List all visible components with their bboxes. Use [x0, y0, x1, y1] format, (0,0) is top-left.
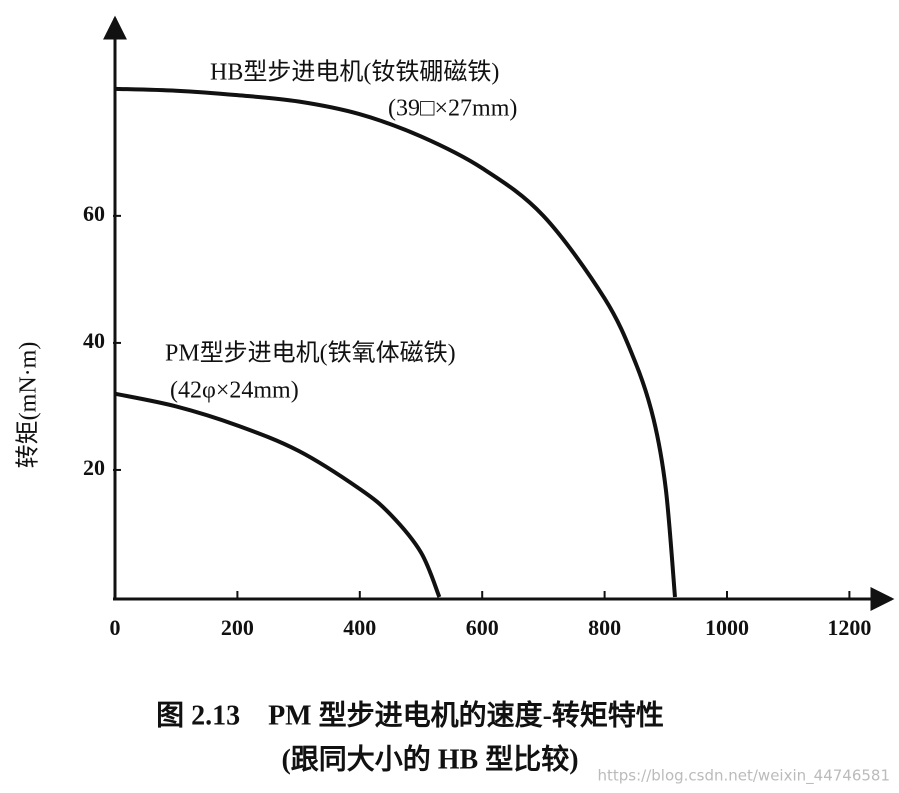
annotation: HB型步进电机(钕铁硼磁铁) [210, 59, 499, 86]
y-tick-label: 40 [83, 328, 105, 353]
series-line [114, 391, 442, 598]
x-tick-label: 1200 [827, 615, 871, 640]
y-tick-label: 60 [83, 201, 105, 226]
caption: 图 2.13 PM 型步进电机的速度-转矩特性 [156, 698, 664, 731]
y-axis-label: 转矩(mN·m) [15, 342, 42, 469]
caption: (跟同大小的 HB 型比较) [281, 742, 578, 775]
annotation: (39□×27mm) [388, 96, 517, 122]
x-tick-label: 0 [110, 615, 121, 640]
series-line [114, 86, 677, 598]
x-tick-label: 200 [221, 615, 254, 640]
annotation: PM型步进电机(铁氧体磁铁) [165, 340, 456, 367]
x-tick-label: 1000 [705, 615, 749, 640]
annotation: (42φ×24mm) [170, 378, 299, 404]
y-tick-label: 20 [83, 455, 105, 480]
x-tick-label: 600 [466, 615, 499, 640]
x-tick-label: 400 [343, 615, 376, 640]
watermark: https://blog.csdn.net/weixin_44746581 [597, 767, 890, 786]
x-tick-label: 800 [588, 615, 621, 640]
